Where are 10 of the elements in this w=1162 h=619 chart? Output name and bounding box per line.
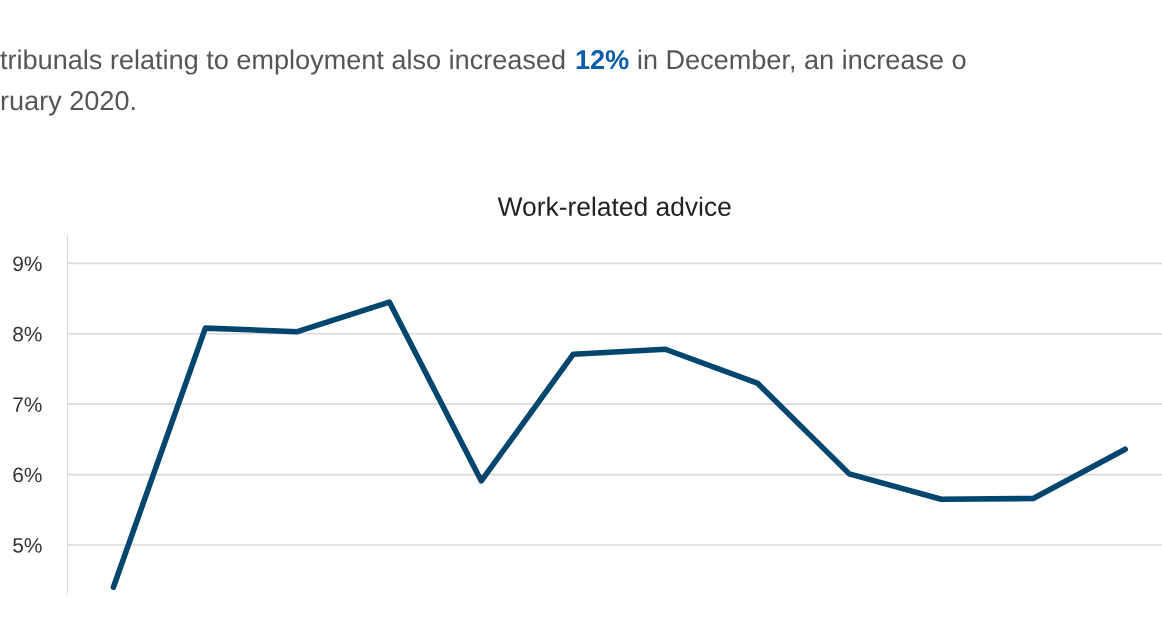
y-tick-label: 5%: [13, 538, 42, 553]
text: in December, an increase o: [638, 49, 966, 73]
y-tick-label: 6%: [13, 467, 42, 483]
text: 12%: [576, 50, 629, 70]
text: tribunals relating to employment also increased: [0, 49, 565, 75]
y-tick-label: 9%: [13, 256, 42, 272]
text: ruary 2020.: [1, 91, 135, 116]
y-tick-label: 8%: [13, 326, 42, 342]
y-tick-label: 7%: [13, 397, 42, 412]
chart-title: Work-related advice: [497, 196, 731, 217]
